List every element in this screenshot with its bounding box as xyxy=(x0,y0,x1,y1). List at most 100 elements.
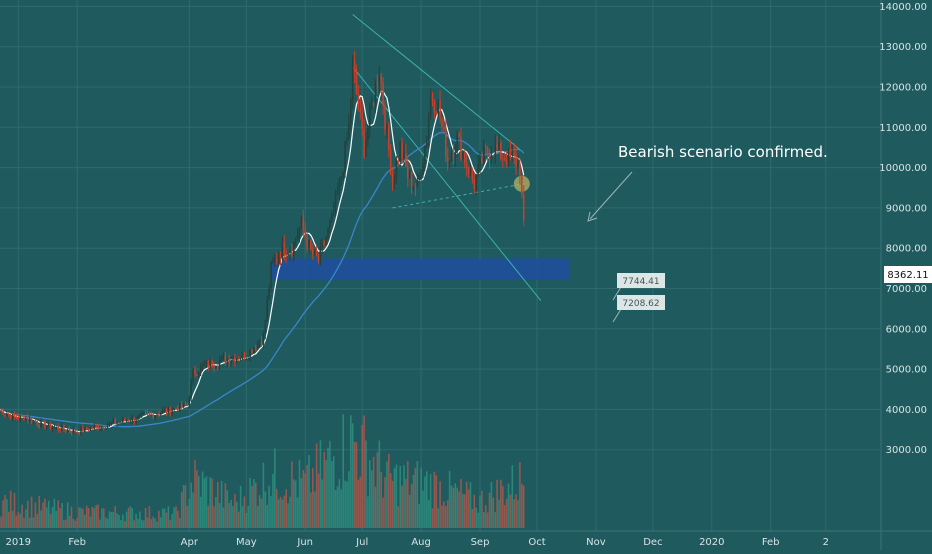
candle-body xyxy=(289,251,291,253)
candle-body xyxy=(190,381,192,398)
candle-body xyxy=(107,425,109,428)
candle-body xyxy=(377,83,379,85)
volume-bar xyxy=(276,489,278,528)
candle-body xyxy=(244,353,246,360)
candle-body xyxy=(325,237,327,244)
volume-bar xyxy=(179,518,181,528)
candle-body xyxy=(456,134,458,151)
candle-body xyxy=(151,414,153,415)
volume-bar xyxy=(360,477,362,528)
volume-bar xyxy=(56,511,58,528)
candle-body xyxy=(280,257,282,258)
volume-bar xyxy=(35,503,37,528)
candle-body xyxy=(228,359,230,363)
volume-bar xyxy=(21,505,23,528)
volume-bar xyxy=(257,506,259,528)
volume-bar xyxy=(413,475,415,528)
candle-body xyxy=(426,141,428,146)
volume-bar xyxy=(37,514,39,528)
candle-body xyxy=(247,358,249,359)
candle-body xyxy=(276,259,278,261)
candle-body xyxy=(86,427,88,429)
time-tick-label: Oct xyxy=(528,537,545,548)
volume-bar xyxy=(18,512,20,528)
candle-body xyxy=(21,415,23,416)
candle-body xyxy=(141,413,143,414)
candle-body xyxy=(417,180,419,187)
volume-bar xyxy=(341,489,343,528)
volume-bar xyxy=(230,500,232,528)
volume-bar xyxy=(439,481,441,528)
time-tick-label: Sep xyxy=(471,537,490,548)
volume-bar xyxy=(242,506,244,528)
volume-bar xyxy=(420,468,422,528)
candle-body xyxy=(211,360,213,366)
candle-body xyxy=(337,191,339,193)
price-tick-label: 14000.00 xyxy=(879,2,927,13)
volume-bar xyxy=(325,460,327,528)
candle-body xyxy=(130,421,132,422)
volume-bar xyxy=(225,483,227,528)
volume-bar xyxy=(496,480,498,528)
candle-body xyxy=(69,430,71,432)
time-tick-label: 2020 xyxy=(699,537,724,548)
support-zone-rect xyxy=(271,259,569,281)
volume-bar xyxy=(407,461,409,528)
volume-bar xyxy=(63,520,65,528)
volume-bar xyxy=(223,507,225,528)
volume-bar xyxy=(436,475,438,528)
candle-body xyxy=(472,169,474,179)
candle-body xyxy=(109,423,111,425)
price-tick-label: 10000.00 xyxy=(879,163,927,174)
candle-body xyxy=(80,428,82,434)
candle-body xyxy=(145,413,147,414)
candle-body xyxy=(390,150,392,175)
volume-bar xyxy=(418,504,420,528)
volume-bar xyxy=(80,508,82,528)
volume-bar xyxy=(394,468,396,528)
volume-bar xyxy=(523,485,525,528)
candle-body xyxy=(105,428,107,429)
volume-bar xyxy=(409,495,411,528)
candle-body xyxy=(354,61,356,74)
volume-bar xyxy=(320,440,322,528)
candle-body xyxy=(59,430,61,431)
volume-bar xyxy=(107,519,109,528)
candle-body xyxy=(379,74,381,85)
candle-body xyxy=(50,423,52,429)
volume-bar xyxy=(54,499,56,528)
price-tick-label: 11000.00 xyxy=(879,123,927,134)
volume-bar xyxy=(227,490,229,528)
volume-bar xyxy=(228,503,230,528)
candle-body xyxy=(257,343,259,349)
volume-bar xyxy=(139,512,141,528)
candle-body xyxy=(500,143,502,159)
volume-bar xyxy=(16,516,18,528)
volume-bar xyxy=(491,482,493,528)
candle-body xyxy=(116,423,118,424)
volume-bar xyxy=(513,499,515,528)
candle-body xyxy=(230,360,232,363)
candle-body xyxy=(255,348,257,349)
volume-bar xyxy=(19,514,21,528)
price-tick-label: 12000.00 xyxy=(879,83,927,94)
candle-body xyxy=(284,242,286,255)
volume-bar xyxy=(392,481,394,528)
volume-bar xyxy=(173,508,175,528)
volume-bar xyxy=(156,522,158,528)
volume-bar xyxy=(354,442,356,528)
candle-body xyxy=(35,420,37,421)
volume-bar xyxy=(329,441,331,528)
candle-body xyxy=(8,414,10,415)
candle-body xyxy=(158,415,160,416)
volume-bar xyxy=(170,520,172,528)
volume-bar xyxy=(424,477,426,528)
candle-body xyxy=(487,148,489,155)
volume-bar xyxy=(263,463,265,528)
candle-body xyxy=(219,360,221,366)
volume-bar xyxy=(373,457,375,528)
candle-body xyxy=(468,167,470,174)
volume-bar xyxy=(240,486,242,528)
volume-bar xyxy=(164,509,166,528)
